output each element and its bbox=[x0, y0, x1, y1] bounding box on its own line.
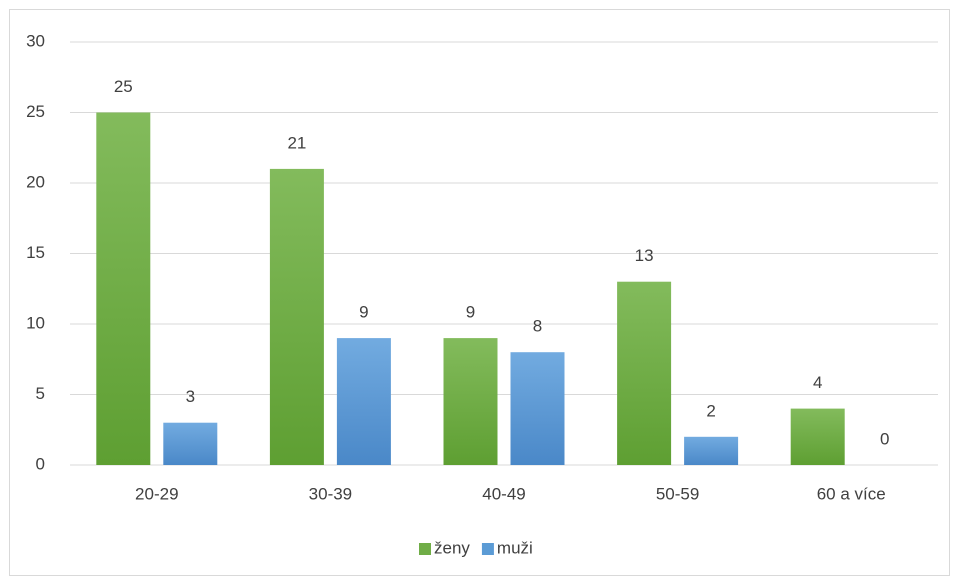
x-tick-label: 20-29 bbox=[135, 484, 178, 503]
y-tick-label: 15 bbox=[26, 243, 45, 262]
x-tick-label: 60 a více bbox=[817, 484, 886, 503]
bar bbox=[684, 436, 739, 465]
y-tick-label: 25 bbox=[26, 102, 45, 121]
x-tick-label: 50-59 bbox=[656, 484, 699, 503]
bar bbox=[510, 352, 565, 465]
data-label: 13 bbox=[635, 246, 654, 265]
y-tick-label: 5 bbox=[36, 384, 45, 403]
data-label: 9 bbox=[466, 303, 475, 322]
legend-swatch bbox=[481, 543, 494, 555]
bar bbox=[617, 281, 672, 465]
data-label: 2 bbox=[706, 401, 715, 420]
x-tick-label: 40-49 bbox=[482, 484, 525, 503]
data-label: 21 bbox=[287, 133, 306, 152]
x-tick-label: 30-39 bbox=[309, 484, 352, 503]
bar bbox=[336, 338, 391, 465]
bar bbox=[96, 112, 151, 465]
legend-label: muži bbox=[497, 538, 533, 557]
y-tick-label: 20 bbox=[26, 172, 45, 191]
legend-label: ženy bbox=[434, 538, 470, 557]
bar bbox=[163, 422, 218, 465]
data-label: 25 bbox=[114, 77, 133, 96]
chart-border bbox=[9, 9, 950, 576]
bar bbox=[269, 168, 324, 465]
bar bbox=[443, 338, 498, 465]
y-tick-label: 0 bbox=[36, 454, 45, 473]
legend-swatch bbox=[419, 543, 431, 555]
data-label: 0 bbox=[880, 429, 889, 448]
data-label: 8 bbox=[533, 317, 542, 336]
data-label: 4 bbox=[813, 373, 822, 392]
data-label: 3 bbox=[186, 387, 195, 406]
y-tick-label: 30 bbox=[26, 31, 45, 50]
y-tick-label: 10 bbox=[26, 313, 45, 332]
data-label: 9 bbox=[359, 303, 368, 322]
bar bbox=[790, 408, 845, 465]
